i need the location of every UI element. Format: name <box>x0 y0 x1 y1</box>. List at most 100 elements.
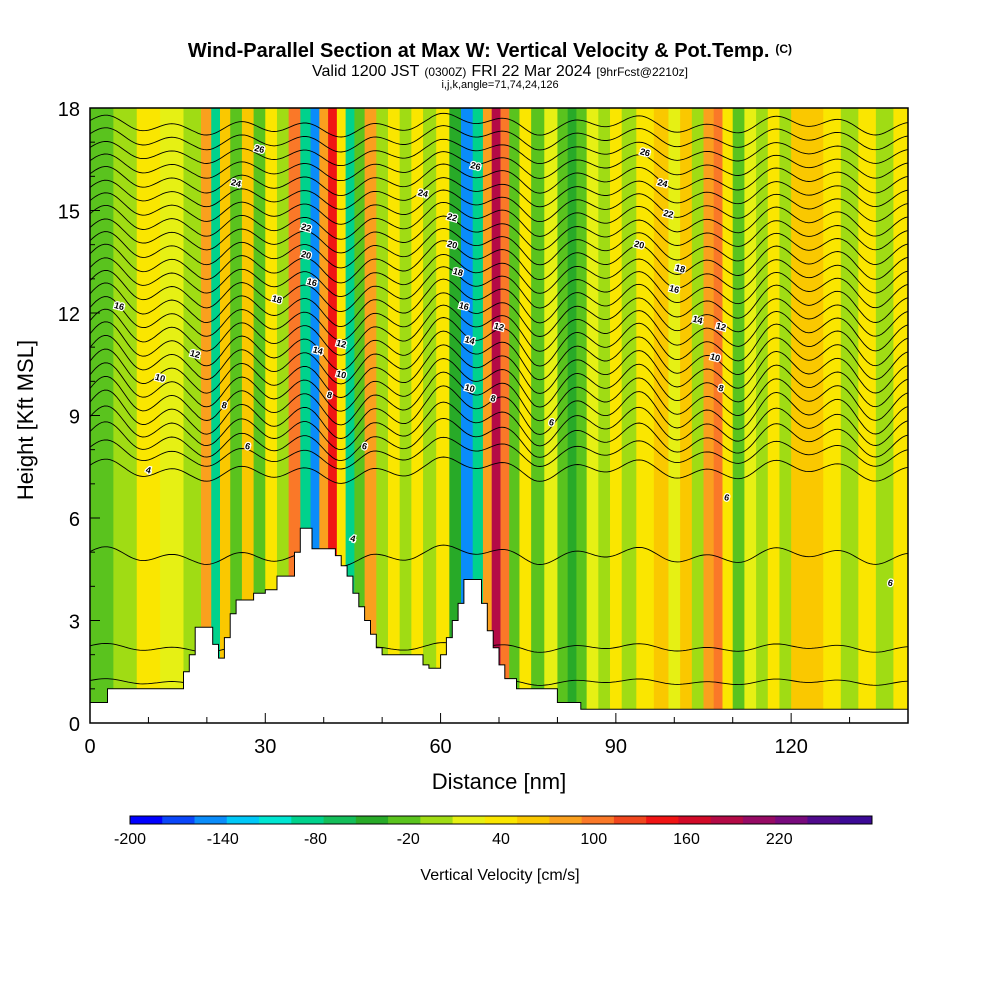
contour-label: 24 <box>656 177 668 189</box>
contour-label: 12 <box>189 348 201 360</box>
chart-title-main: Wind-Parallel Section at Max W: Vertical… <box>188 40 769 62</box>
velocity-band <box>509 108 521 723</box>
isentrope-line <box>90 138 908 167</box>
velocity-band <box>482 108 493 723</box>
velocity-band <box>531 108 545 723</box>
velocity-band <box>610 108 623 723</box>
y-tick-label: 18 <box>58 99 80 121</box>
isentrope-line <box>90 201 908 240</box>
isentrope-line <box>90 330 908 385</box>
colorbar-swatch <box>678 816 712 824</box>
contour-label: 14 <box>312 344 324 356</box>
velocity-band <box>893 108 908 723</box>
y-axis-label: Height [Kft MSL] <box>13 340 38 500</box>
isentrope-line <box>90 385 908 439</box>
y-tick-label: 15 <box>58 202 80 224</box>
velocity-band <box>411 108 424 723</box>
isentrope-line <box>90 112 908 138</box>
colorbar-swatch <box>549 816 583 824</box>
subtitle-valid: Valid 1200 JST <box>312 63 420 80</box>
velocity-band <box>300 108 312 723</box>
velocity-band <box>691 108 705 723</box>
contour-label: 20 <box>633 239 645 251</box>
velocity-band <box>345 108 355 723</box>
colorbar-swatch <box>581 816 615 824</box>
velocity-band <box>805 108 824 723</box>
velocity-band <box>680 108 693 723</box>
colorbar-tick-label: -20 <box>397 831 420 848</box>
chart-title: Wind-Parallel Section at Max W: Vertical… <box>188 40 792 62</box>
isentrope-line <box>90 436 908 470</box>
velocity-band <box>519 108 532 723</box>
contour-label: 12 <box>493 321 505 333</box>
colorbar-tick-label: 100 <box>580 831 607 848</box>
y-tick-label: 9 <box>69 407 80 429</box>
subtitle-forecast: [9hrFcst@2210z] <box>596 65 688 79</box>
contour-label: 6 <box>244 441 251 452</box>
velocity-band <box>376 108 389 723</box>
contour-label: 16 <box>668 283 680 295</box>
terrain-mask <box>90 527 908 723</box>
isentrope-line <box>90 358 908 412</box>
isentrope-line <box>90 125 908 153</box>
colorbar-swatch <box>420 816 454 824</box>
velocity-band <box>328 108 338 723</box>
velocity-band <box>586 108 599 723</box>
velocity-band <box>230 108 243 723</box>
x-tick-label: 90 <box>605 736 627 758</box>
colorbar <box>129 815 873 825</box>
velocity-band <box>319 108 329 723</box>
contour-label: 24 <box>417 187 429 199</box>
contour-label: 10 <box>709 351 721 363</box>
y-tick-label: 3 <box>69 612 80 634</box>
contour-label: 10 <box>464 382 476 394</box>
colorbar-label: Vertical Velocity [cm/s] <box>420 867 579 884</box>
contour-label: 18 <box>674 262 686 274</box>
subtitle-date: FRI 22 Mar 2024 <box>471 63 591 80</box>
contour-label: 16 <box>306 276 318 288</box>
colorbar-swatch <box>775 816 808 824</box>
colorbar-swatch <box>452 816 486 824</box>
isentrope-line <box>90 304 908 356</box>
chart-subtitle-indices: i,j,k,angle=71,74,24,126 <box>441 79 558 91</box>
colorbar-tick-label: -140 <box>207 831 239 848</box>
x-tick-label: 120 <box>774 736 807 758</box>
contour-label: 12 <box>715 321 727 333</box>
contour-label: 8 <box>221 400 228 411</box>
velocity-band <box>436 108 450 723</box>
colorbar-swatch <box>162 816 195 824</box>
contour-label: 20 <box>300 249 312 261</box>
isentrope-line <box>90 544 908 567</box>
contour-label: 20 <box>446 239 458 251</box>
contour-label: 16 <box>458 300 470 312</box>
colorbar-swatch <box>194 816 228 824</box>
x-axis: 0 30 60 90 120 <box>84 713 909 758</box>
x-tick-label: 30 <box>254 736 276 758</box>
colorbar-swatch <box>839 816 873 824</box>
contour-label: 8 <box>326 390 333 401</box>
colorbar-swatch <box>646 816 679 824</box>
isentrope-line <box>90 227 908 269</box>
contour-label: 18 <box>452 266 464 278</box>
contour-label: 16 <box>113 300 125 312</box>
velocity-band <box>557 108 569 723</box>
contour-label: 22 <box>662 208 674 220</box>
contour-label: 14 <box>692 314 704 326</box>
colorbar-ticks: -200 -140 -80 -20 40 100 160 220 <box>114 831 793 848</box>
velocity-band <box>703 108 715 723</box>
contour-label: 26 <box>253 143 265 155</box>
contour-label: 6 <box>548 417 555 428</box>
velocity-band <box>253 108 266 723</box>
colorbar-tick-label: 40 <box>492 831 510 848</box>
colorbar-swatch <box>388 816 421 824</box>
isentrope-line <box>90 417 908 462</box>
velocity-band <box>858 108 877 723</box>
colorbar-swatch <box>291 816 324 824</box>
velocity-band <box>744 108 757 723</box>
contour-label: 22 <box>300 221 312 233</box>
velocity-band <box>423 108 437 723</box>
y-tick-label: 0 <box>69 714 80 736</box>
contour-label: 26 <box>469 160 481 172</box>
velocity-band <box>276 108 290 723</box>
